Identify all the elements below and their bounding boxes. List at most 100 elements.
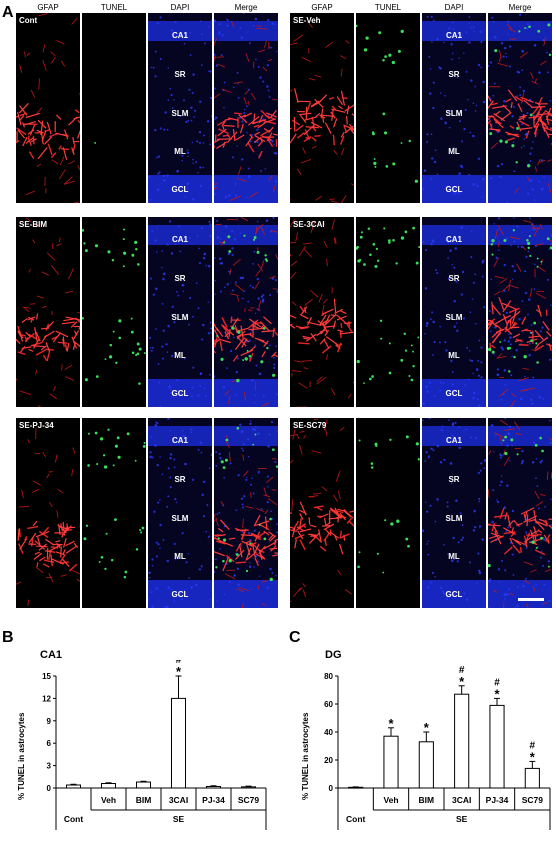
bar xyxy=(383,735,399,789)
y-tick-label: 3 xyxy=(47,762,52,771)
layer-label: SLM xyxy=(445,109,463,118)
significance-mark: # xyxy=(494,677,500,688)
group-label: SE-3CAI xyxy=(293,220,325,229)
x-tick-label: BIM xyxy=(136,795,152,805)
x-tick-label: Veh xyxy=(101,795,116,805)
layer-label: SLM xyxy=(171,109,189,118)
column-header: GFAP xyxy=(37,3,59,12)
column-header: GFAP xyxy=(311,3,333,12)
micrograph-tile xyxy=(82,217,146,407)
significance-mark: * xyxy=(424,720,430,735)
significance-mark: # xyxy=(459,665,465,676)
layer-label: SR xyxy=(448,274,460,283)
layer-label: SR xyxy=(174,70,186,79)
bar xyxy=(136,781,151,789)
y-tick-label: 80 xyxy=(324,672,333,681)
bar xyxy=(454,693,470,789)
micrograph-tile: SE-3CAI xyxy=(290,217,354,407)
group-label: SE-SC79 xyxy=(293,421,327,430)
layer-label: SLM xyxy=(445,313,463,322)
micrograph-tile: SE-SC79 xyxy=(290,418,354,608)
bar xyxy=(241,786,256,789)
layer-label: CA1 xyxy=(445,31,462,40)
layer-label: GCL xyxy=(445,185,463,194)
x-tick-label: PJ-34 xyxy=(486,795,509,805)
layer-label: CA1 xyxy=(171,436,188,445)
layer-label: GCL xyxy=(445,590,463,599)
chart-c-title: DG xyxy=(325,649,342,661)
micrograph-tile: CA1 SR SLM ML GCL xyxy=(148,418,212,608)
group-label: SE-Veh xyxy=(293,16,321,25)
bar xyxy=(524,767,540,789)
layer-label: SLM xyxy=(171,313,189,322)
layer-label: ML xyxy=(448,552,460,561)
micrograph-tile: Cont xyxy=(16,13,80,203)
x-tick-label: Cont xyxy=(346,814,366,824)
micrograph-tile: CA1 SR SLM ML GCL xyxy=(422,13,486,203)
layer-label: GCL xyxy=(445,389,463,398)
group-label: SE xyxy=(456,814,468,824)
y-tick-label: 60 xyxy=(324,700,333,709)
y-tick-label: 9 xyxy=(47,717,52,726)
layer-label: CA1 xyxy=(171,31,188,40)
layer-label: SR xyxy=(448,70,460,79)
y-tick-label: 6 xyxy=(47,739,52,748)
significance-mark: * xyxy=(494,686,500,701)
column-header: DAPI xyxy=(170,3,190,12)
significance-mark: # xyxy=(530,740,536,751)
y-tick-label: 15 xyxy=(42,672,51,681)
micrograph-tile: CA1 SR SLM ML GCL xyxy=(422,418,486,608)
column-header: Merge xyxy=(234,3,258,12)
layer-label: GCL xyxy=(171,185,189,194)
chart-b: 0 3 6 9 12 15 Cont Veh BIM 3CAI *# PJ-34 SC79 SE xyxy=(42,660,267,830)
column-header: TUNEL xyxy=(374,3,402,12)
micrograph-tile xyxy=(82,418,146,608)
layer-label: ML xyxy=(448,147,460,156)
panel-letter-b: B xyxy=(2,629,14,646)
layer-label: GCL xyxy=(171,590,189,599)
micrograph-tile xyxy=(356,13,420,203)
layer-label: CA1 xyxy=(445,235,462,244)
column-header: Merge xyxy=(508,3,532,12)
group-label: Cont xyxy=(19,16,38,25)
micrograph-tile: CA1 SR SLM ML GCL xyxy=(422,217,486,407)
chart-b-title: CA1 xyxy=(40,649,63,661)
layer-label: ML xyxy=(174,552,186,561)
micrograph-tile xyxy=(488,13,552,203)
x-tick-label: Cont xyxy=(64,814,84,824)
bar xyxy=(171,697,186,789)
column-header: DAPI xyxy=(444,3,464,12)
column-header: TUNEL xyxy=(100,3,128,12)
scale-bar xyxy=(518,598,544,601)
layer-label: SLM xyxy=(445,514,463,523)
bar xyxy=(418,741,434,789)
layer-label: ML xyxy=(174,147,186,156)
x-tick-label: 3CAI xyxy=(169,795,188,805)
layer-label: ML xyxy=(174,351,186,360)
y-tick-label: 0 xyxy=(47,784,52,793)
significance-mark: * xyxy=(176,664,182,679)
significance-mark: * xyxy=(459,674,465,689)
significance-mark: # xyxy=(176,660,182,666)
y-tick-label: 20 xyxy=(324,756,333,765)
panel-letter-a: A xyxy=(2,4,14,21)
y-tick-label: 40 xyxy=(324,728,333,737)
x-tick-label: SC79 xyxy=(522,795,544,805)
bar xyxy=(489,704,505,789)
x-tick-label: Veh xyxy=(383,795,398,805)
layer-label: SR xyxy=(174,274,186,283)
group-label: SE-BIM xyxy=(19,220,47,229)
panel-letter-c: C xyxy=(289,629,301,646)
micrograph-tile: SE-BIM xyxy=(16,217,80,407)
layer-label: CA1 xyxy=(445,436,462,445)
significance-mark: * xyxy=(388,716,394,731)
micrograph-tile xyxy=(214,217,278,407)
group-label: SE-PJ-34 xyxy=(19,421,54,430)
chart-c: 020406080ContVeh*BIM*3CAI*#PJ-34*#SC79*#… xyxy=(324,665,551,830)
x-tick-label: SC79 xyxy=(238,795,260,805)
group-label: SE xyxy=(173,814,185,824)
layer-label: SLM xyxy=(171,514,189,523)
y-tick-label: 12 xyxy=(42,694,51,703)
micrograph-tile: CA1 SR SLM ML GCL xyxy=(148,217,212,407)
micrograph-tile: SE-PJ-34 xyxy=(16,418,80,608)
